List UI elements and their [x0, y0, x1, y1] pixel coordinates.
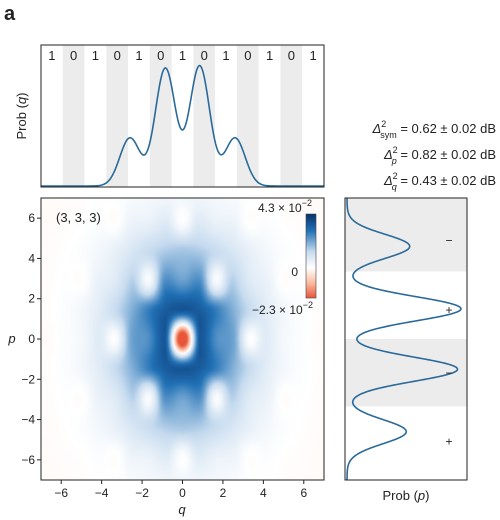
bit-label: 1 — [179, 48, 186, 63]
sign-label: − — [445, 366, 452, 380]
top-band — [258, 45, 281, 187]
y-tick-label: 2 — [28, 292, 35, 306]
y-tick-label: 4 — [28, 251, 35, 265]
colorbar-max-label: 4.3 × 10−2 — [258, 198, 312, 215]
right-band — [345, 271, 467, 339]
top-band — [236, 45, 259, 187]
wigner-heatmap — [41, 198, 324, 480]
right-band — [345, 406, 467, 480]
sign-label: + — [445, 303, 452, 317]
prob-q-curve — [41, 64, 324, 187]
top-band — [149, 45, 172, 187]
right-panel-frame — [344, 197, 468, 481]
bit-label: 1 — [48, 48, 55, 63]
state-label: (3, 3, 3) — [56, 210, 101, 225]
heatmap-y-ticks: −6 −4 −2 0 2 4 6 — [21, 211, 41, 467]
bit-label: 1 — [222, 48, 229, 63]
y-tick-label: −2 — [21, 372, 35, 386]
right-sign-labels: − + − + — [445, 233, 452, 448]
colorbar-min-label: −2.3 × 10−2 — [252, 300, 313, 317]
top-band — [128, 45, 150, 187]
y-tick-label: −6 — [21, 453, 35, 467]
top-column-bands — [41, 45, 324, 187]
top-band — [41, 45, 63, 187]
x-tick-label: −2 — [135, 486, 149, 500]
bit-label: 1 — [309, 48, 316, 63]
bit-label: 1 — [266, 48, 273, 63]
bit-label: 0 — [70, 48, 77, 63]
x-tick-label: −6 — [54, 486, 68, 500]
x-axis-label: q — [178, 502, 186, 517]
bit-label: 1 — [92, 48, 99, 63]
bit-label: 0 — [244, 48, 251, 63]
stat-line: Δ2 q = 0.43 ± 0.02 dB — [383, 171, 496, 192]
bit-label: 0 — [114, 48, 121, 63]
prob-p-label: Prob (p) — [383, 488, 430, 503]
y-tick-label: 0 — [28, 332, 35, 346]
bit-label: 1 — [135, 48, 142, 63]
x-tick-label: −4 — [95, 486, 109, 500]
x-tick-label: 2 — [220, 486, 227, 500]
panel-label: a — [4, 3, 16, 25]
colorbar — [305, 213, 317, 299]
sign-label: − — [445, 233, 452, 247]
stat-line: Δ2 sym = 0.62 ± 0.02 dB — [371, 119, 496, 140]
top-band — [84, 45, 107, 187]
y-axis-label: p — [7, 331, 15, 346]
y-tick-label: 6 — [28, 211, 35, 225]
x-tick-label: 4 — [260, 486, 267, 500]
sign-label: + — [445, 435, 452, 449]
x-tick-label: 6 — [300, 486, 307, 500]
top-band — [302, 45, 324, 187]
x-tick-label: 0 — [179, 486, 186, 500]
top-band — [280, 45, 303, 187]
top-band — [193, 45, 216, 187]
bit-label: 0 — [201, 48, 208, 63]
top-band — [171, 45, 194, 187]
right-row-bands — [345, 198, 467, 480]
top-band — [215, 45, 237, 187]
right-band — [345, 339, 467, 407]
bit-label: 0 — [288, 48, 295, 63]
top-band — [62, 45, 85, 187]
bit-label: 0 — [157, 48, 164, 63]
prob-q-label: Prob (q) — [14, 93, 29, 140]
right-band — [345, 198, 467, 272]
colorbar-zero-label: 0 — [291, 265, 298, 279]
y-tick-label: −4 — [21, 413, 35, 427]
stat-line: Δ2 p = 0.82 ± 0.02 dB — [383, 145, 496, 166]
squeezing-stats: Δ2 sym = 0.62 ± 0.02 dB Δ2 p = 0.82 ± 0.02 … — [371, 119, 496, 192]
prob-p-curve — [346, 198, 462, 480]
top-band — [106, 45, 129, 187]
top-panel-frame — [40, 44, 325, 188]
heatmap-x-ticks: −6 −4 −2 0 2 4 6 — [54, 480, 307, 500]
